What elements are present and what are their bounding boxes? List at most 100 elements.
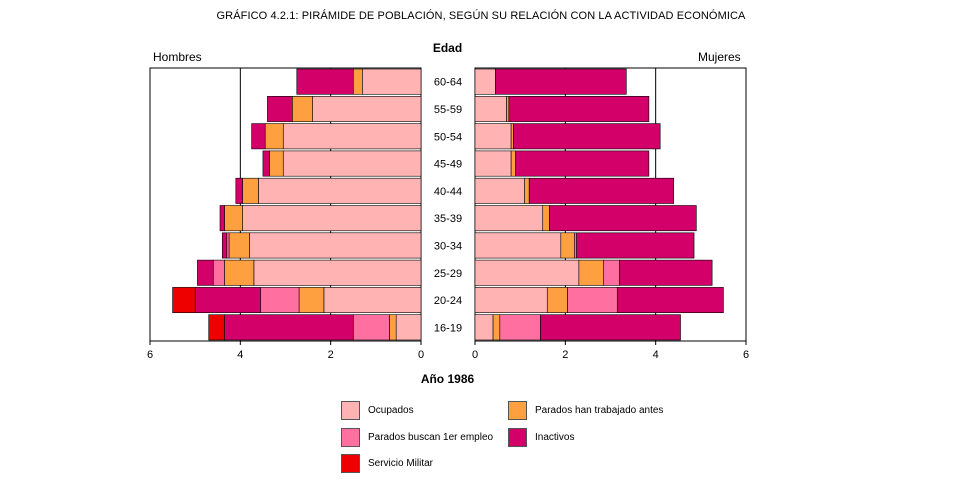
mujeres-bar-16-19-inactivos: [540, 314, 681, 341]
hombres-bar-60-64-parados-han-trabajado-antes: [352, 68, 363, 95]
mujeres-bar-16-19-ocupados: [474, 314, 494, 341]
hombres-bar-30-34-inactivos: [221, 232, 228, 259]
legend-label-parados-primer-empleo: Parados buscan 1er empleo: [368, 432, 494, 443]
mujeres-bar-20-24-inactivos: [616, 287, 724, 313]
hombres-bar-45-49-parados-han-trabajado-antes: [269, 150, 284, 177]
legend-swatch-ocupados: [341, 401, 360, 420]
age-label-45-49: 45-49: [434, 159, 462, 171]
mujeres-bar-60-64-inactivos: [495, 68, 627, 95]
legend-item-ocupados: Ocupados: [341, 401, 414, 420]
mujeres-bar-35-39-inactivos: [549, 205, 697, 232]
mujeres-bar-20-24-parados-buscan-1er-empleo: [567, 287, 618, 313]
hombres-bar-20-24-parados-buscan-1er-empleo: [260, 287, 300, 313]
hombres-bar-20-24-inactivos: [194, 287, 261, 313]
hombres-bar-40-44-parados-han-trabajado-antes: [242, 177, 259, 204]
hombres-bar-25-29-ocupados: [253, 259, 422, 286]
hombres-bar-16-19-ocupados: [395, 314, 422, 341]
hombres-bar-45-49-inactivos: [262, 150, 270, 177]
age-label-55-59: 55-59: [434, 104, 462, 116]
hombres-bar-25-29-parados-han-trabajado-antes: [224, 259, 255, 286]
legend-swatch-servicio-militar: [341, 454, 360, 473]
year-label: Año 1986: [420, 372, 475, 386]
mujeres-bar-60-64-ocupados: [474, 68, 496, 95]
age-label-16-19: 16-19: [434, 322, 462, 334]
legend-label-inactivos: Inactivos: [535, 432, 575, 443]
hombres-bar-55-59-inactivos: [267, 96, 293, 122]
mujeres-bar-25-29-parados-han-trabajado-antes: [578, 259, 605, 286]
mujeres-bar-40-44-inactivos: [528, 177, 675, 204]
hombres-bar-20-24-servicio-militar: [172, 287, 196, 313]
age-label-40-44: 40-44: [434, 186, 462, 198]
hombres-bar-50-54-inactivos: [251, 123, 266, 150]
mujeres-bar-35-39-ocupados: [474, 205, 544, 232]
hombres-bar-25-29-parados-buscan-1er-empleo: [212, 259, 225, 286]
mujeres-bar-45-49-ocupados: [474, 150, 512, 177]
mujeres-bar-20-24-parados-han-trabajado-antes: [546, 287, 568, 313]
hombres-bar-40-44-ocupados: [258, 177, 422, 204]
hombres-bar-16-19-parados-han-trabajado-antes: [389, 314, 397, 341]
mujeres-tick-label-6: 6: [743, 349, 749, 361]
mujeres-tick-label-2: 2: [562, 349, 568, 361]
mujeres-bar-55-59-parados-han-trabajado-antes: [506, 96, 510, 122]
legend-item-parados-trabajado: Parados han trabajado antes: [508, 401, 663, 420]
hombres-bar-30-34-parados-han-trabajado-antes: [228, 232, 250, 259]
mujeres-tick-label-4: 4: [653, 349, 659, 361]
hombres-bar-16-19-inactivos: [224, 314, 354, 341]
mujeres-bar-30-34-ocupados: [474, 232, 562, 259]
legend-item-servicio-militar: Servicio Militar: [341, 454, 433, 473]
hombres-bar-50-54-parados-han-trabajado-antes: [264, 123, 284, 150]
legend-swatch-parados-trabajado: [508, 401, 527, 420]
mujeres-bar-55-59-ocupados: [474, 96, 507, 122]
mujeres-bar-30-34-parados-buscan-1er-empleo: [574, 232, 577, 259]
hombres-bar-30-34-ocupados: [249, 232, 422, 259]
mujeres-bar-25-29-ocupados: [474, 259, 580, 286]
legend-swatch-inactivos: [508, 428, 527, 447]
age-label-25-29: 25-29: [434, 268, 462, 280]
mujeres-bar-55-59-inactivos: [508, 96, 650, 122]
hombres-bar-55-59-parados-han-trabajado-antes: [291, 96, 313, 122]
mujeres-bar-25-29-parados-buscan-1er-empleo: [603, 259, 620, 286]
hombres-bar-35-39-inactivos: [219, 205, 225, 232]
mujeres-label: Mujeres: [698, 50, 741, 64]
hombres-bar-25-29-inactivos: [197, 259, 214, 286]
hombres-tick-label-2: 2: [328, 349, 334, 361]
hombres-bar-30-34-parados-buscan-1er-empleo: [226, 232, 230, 259]
edad-label: Edad: [432, 41, 463, 55]
hombres-tick-label-0: 0: [418, 349, 424, 361]
mujeres-bar-40-44-ocupados: [474, 177, 525, 204]
age-label-30-34: 30-34: [434, 240, 462, 252]
hombres-bar-55-59-ocupados: [312, 96, 422, 122]
mujeres-bar-35-39-parados-han-trabajado-antes: [542, 205, 550, 232]
legend-item-parados-primer-empleo: Parados buscan 1er empleo: [341, 428, 493, 447]
age-label-60-64: 60-64: [434, 77, 462, 89]
age-label-35-39: 35-39: [434, 213, 462, 225]
hombres-bar-16-19-parados-buscan-1er-empleo: [352, 314, 390, 341]
mujeres-bar-30-34-parados-han-trabajado-antes: [560, 232, 575, 259]
age-label-20-24: 20-24: [434, 295, 462, 307]
mujeres-bar-25-29-inactivos: [619, 259, 713, 286]
legend-label-parados-trabajado: Parados han trabajado antes: [535, 405, 664, 416]
legend-label-ocupados: Ocupados: [368, 405, 414, 416]
hombres-tick-label-6: 6: [147, 349, 153, 361]
mujeres-tick-label-0: 0: [472, 349, 478, 361]
mujeres-bar-40-44-parados-han-trabajado-antes: [524, 177, 530, 204]
hombres-bar-40-44-inactivos: [235, 177, 243, 204]
hombres-bar-35-39-parados-han-trabajado-antes: [224, 205, 243, 232]
hombres-bar-60-64-inactivos: [296, 68, 354, 95]
mujeres-bar-16-19-parados-han-trabajado-antes: [492, 314, 501, 341]
mujeres-bar-45-49-inactivos: [515, 150, 650, 177]
hombres-bar-16-19-servicio-militar: [208, 314, 225, 341]
mujeres-bar-45-49-parados-han-trabajado-antes: [510, 150, 516, 177]
hombres-tick-label-4: 4: [237, 349, 243, 361]
chart-title: GRÁFICO 4.2.1: PIRÁMIDE DE POBLACIÓN, SE…: [216, 10, 746, 22]
hombres-label: Hombres: [153, 50, 202, 64]
legend-item-inactivos: Inactivos: [508, 428, 574, 447]
mujeres-bar-30-34-inactivos: [576, 232, 695, 259]
legend-swatch-parados-primer-empleo: [341, 428, 360, 447]
mujeres-bar-50-54-parados-han-trabajado-antes: [510, 123, 514, 150]
hombres-bar-50-54-ocupados: [282, 123, 422, 150]
hombres-bar-45-49-ocupados: [282, 150, 422, 177]
hombres-bar-20-24-ocupados: [323, 287, 422, 313]
age-label-50-54: 50-54: [434, 131, 462, 143]
